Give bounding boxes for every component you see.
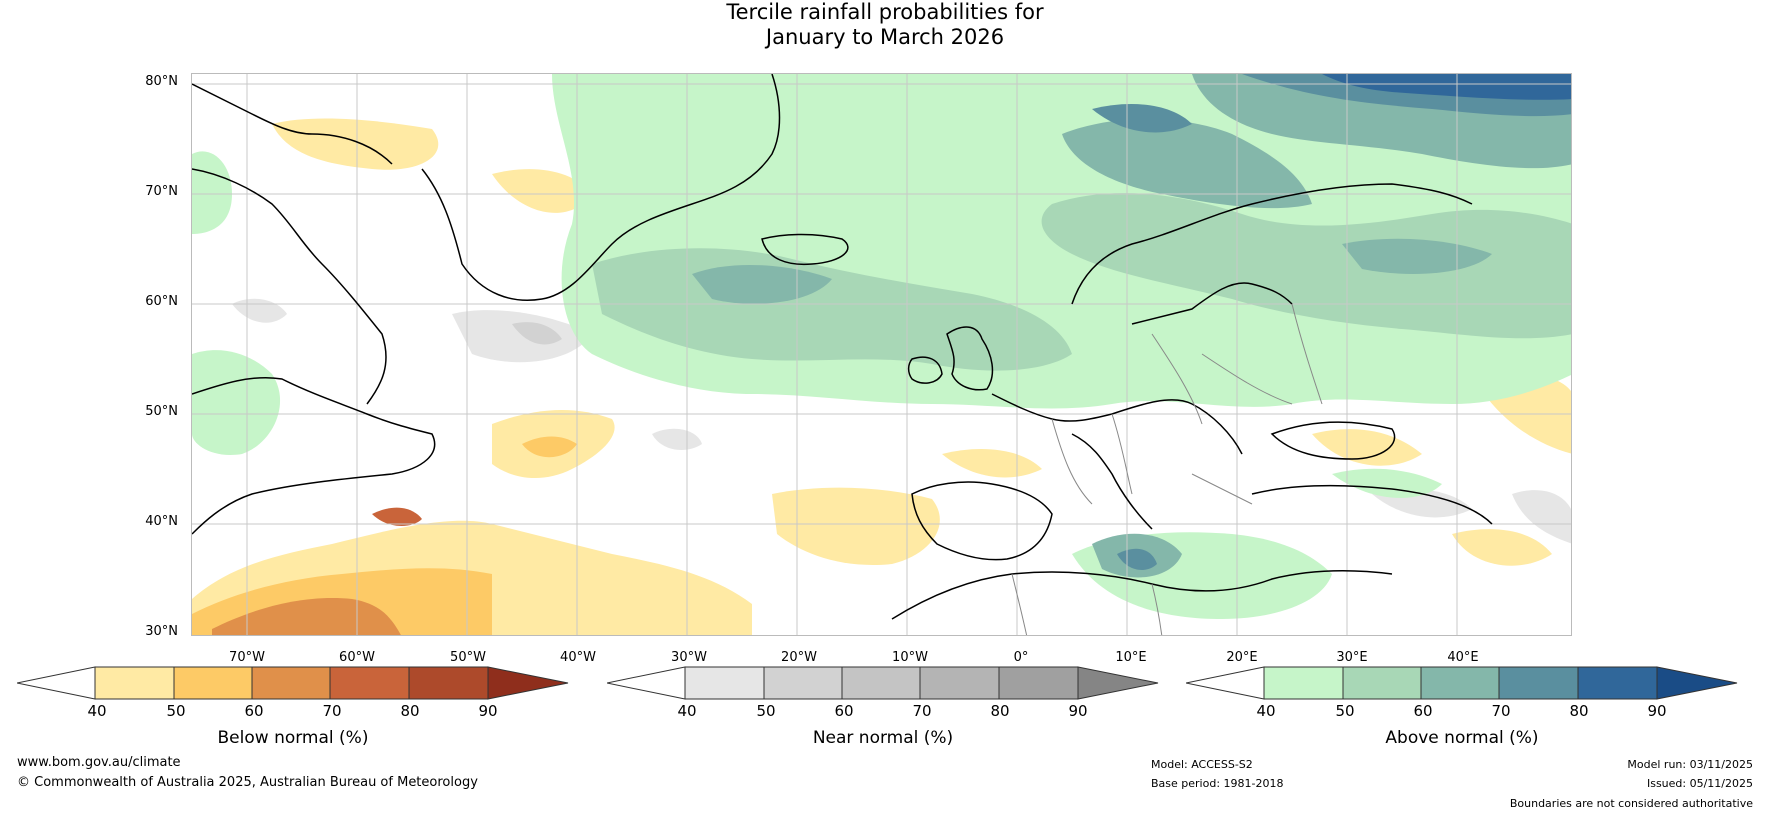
above-tick-70: 70: [1491, 702, 1511, 720]
below-tick-80: 80: [400, 702, 420, 720]
colorbar-above-normal: [1186, 666, 1738, 700]
below-tick-70: 70: [322, 702, 342, 720]
lon-label-70w: 70°W: [229, 650, 265, 665]
above-tick-60: 60: [1413, 702, 1433, 720]
graticule: [192, 74, 1571, 635]
below-swatch-0: [17, 666, 96, 700]
title-line-1: Tercile rainfall probabilities for: [726, 0, 1044, 24]
country-borders: [1011, 303, 1323, 635]
above-swatch-1: [1263, 666, 1344, 700]
near-swatch-1: [684, 666, 765, 700]
lon-label-20w: 20°W: [781, 650, 817, 665]
below-swatch-5: [408, 666, 489, 700]
lat-label-70n: 70°N: [145, 184, 178, 199]
colorbar-near-normal: [607, 666, 1159, 700]
base-period: Base period: 1981-2018: [1151, 777, 1284, 790]
lon-label-30e: 30°E: [1336, 650, 1368, 665]
map-title: Tercile rainfall probabilities for Janua…: [0, 0, 1770, 50]
near-normal-label: Near normal (%): [812, 728, 954, 748]
lat-label-50n: 50°N: [145, 404, 178, 419]
lon-label-10w: 10°W: [892, 650, 928, 665]
near-swatch-4: [919, 666, 1000, 700]
below-swatch-6: [487, 666, 569, 700]
lon-label-30w: 30°W: [671, 650, 707, 665]
below-tick-90: 90: [478, 702, 498, 720]
below-swatch-2: [173, 666, 253, 700]
model-name: Model: ACCESS-S2: [1151, 758, 1253, 771]
near-tick-80: 80: [990, 702, 1010, 720]
lon-label-40w: 40°W: [560, 650, 596, 665]
lat-label-60n: 60°N: [145, 294, 178, 309]
above-tick-80: 80: [1569, 702, 1589, 720]
probability-map: [191, 73, 1572, 636]
lat-label-40n: 40°N: [145, 514, 178, 529]
lat-label-80n: 80°N: [145, 74, 178, 89]
map-canvas: [192, 74, 1571, 635]
lon-label-60w: 60°W: [339, 650, 375, 665]
above-tick-40: 40: [1256, 702, 1276, 720]
near-swatch-6: [1077, 666, 1159, 700]
lon-label-40e: 40°E: [1447, 650, 1479, 665]
above-swatch-0: [1186, 666, 1265, 700]
website-link[interactable]: www.bom.gov.au/climate: [17, 755, 181, 770]
above-swatch-3: [1420, 666, 1500, 700]
issued-date: Issued: 05/11/2025: [1646, 777, 1753, 790]
above-normal-patches: [192, 74, 1571, 619]
above-normal-label: Above normal (%): [1385, 728, 1539, 748]
below-swatch-1: [94, 666, 175, 700]
above-tick-90: 90: [1647, 702, 1667, 720]
below-tick-60: 60: [244, 702, 264, 720]
lon-label-20e: 20°E: [1226, 650, 1258, 665]
above-swatch-2: [1342, 666, 1422, 700]
above-swatch-6: [1656, 666, 1738, 700]
near-tick-70: 70: [912, 702, 932, 720]
colorbar-below-normal: [17, 666, 569, 700]
above-swatch-4: [1498, 666, 1579, 700]
model-run-date: Model run: 03/11/2025: [1627, 758, 1753, 771]
lon-label-10e: 10°E: [1115, 650, 1147, 665]
below-swatch-3: [251, 666, 331, 700]
below-tick-40: 40: [87, 702, 107, 720]
above-swatch-5: [1577, 666, 1658, 700]
copyright: © Commonwealth of Australia 2025, Austra…: [17, 775, 478, 790]
near-tick-50: 50: [756, 702, 776, 720]
lon-label-50w: 50°W: [450, 650, 486, 665]
near-tick-40: 40: [677, 702, 697, 720]
near-tick-90: 90: [1068, 702, 1088, 720]
below-swatch-4: [329, 666, 410, 700]
near-swatch-0: [607, 666, 686, 700]
lon-label-0: 0°: [1013, 650, 1029, 665]
below-normal-label: Below normal (%): [217, 728, 369, 748]
near-swatch-2: [763, 666, 843, 700]
below-tick-50: 50: [166, 702, 186, 720]
lat-label-30n: 30°N: [145, 624, 178, 639]
boundaries-disclaimer: Boundaries are not considered authoritat…: [1509, 797, 1753, 810]
near-tick-60: 60: [834, 702, 854, 720]
near-swatch-5: [998, 666, 1079, 700]
near-swatch-3: [841, 666, 921, 700]
title-line-2: January to March 2026: [765, 25, 1005, 49]
above-tick-50: 50: [1335, 702, 1355, 720]
